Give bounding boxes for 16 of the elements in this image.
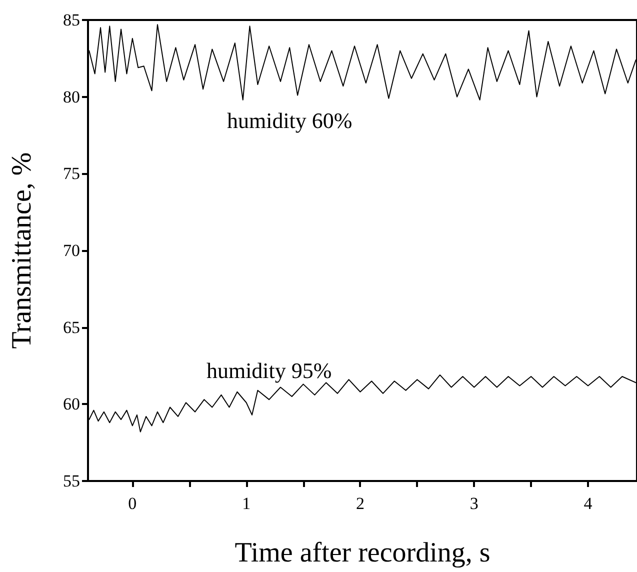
x-tick-label: 4: [584, 494, 593, 513]
x-tick-label: 1: [242, 494, 251, 513]
y-axis-title: Transmittance, %: [6, 152, 38, 349]
x-tick-label: 0: [128, 494, 137, 513]
x-tick-label: 3: [470, 494, 478, 513]
y-tick-label: 60: [63, 394, 80, 414]
series-label: humidity 60%: [226, 108, 352, 134]
y-tick-label: 80: [63, 87, 80, 106]
x-axis-title: Time after recording, s: [234, 538, 490, 568]
series-label: humidity 95%: [206, 358, 332, 384]
y-tick-label: 55: [63, 472, 80, 490]
y-tick-label: 75: [63, 164, 80, 184]
y-tick-label: 85: [63, 10, 80, 30]
x-tick-label: 2: [356, 494, 364, 513]
y-tick-label: 70: [63, 241, 80, 260]
y-tick-label: 65: [63, 318, 80, 337]
